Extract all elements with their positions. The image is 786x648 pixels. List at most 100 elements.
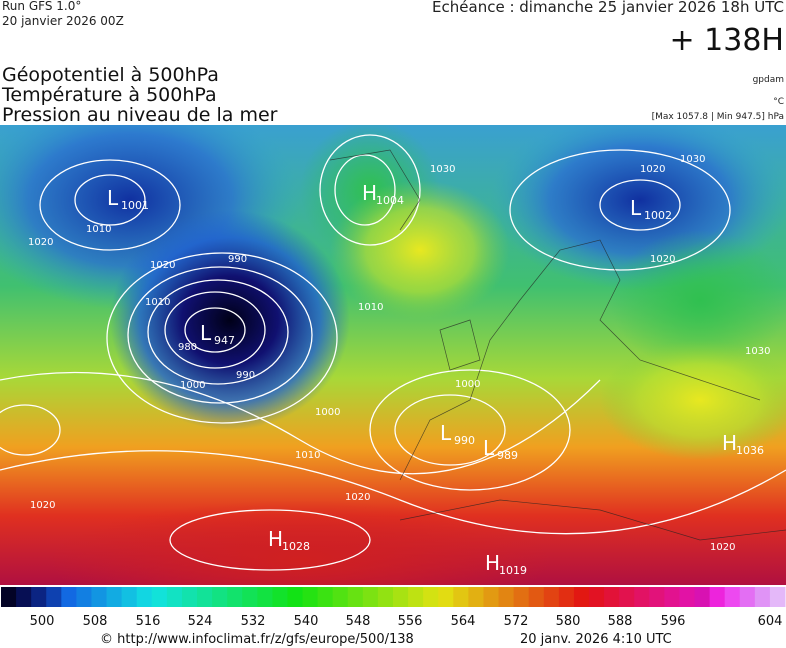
- colorbar-swatch: [61, 587, 77, 607]
- center-pressure: 1036: [736, 444, 764, 457]
- colorbar-swatch: [453, 587, 469, 607]
- colorbar-swatch: [468, 587, 484, 607]
- center-pressure: 990: [454, 434, 475, 447]
- colorbar-swatch: [604, 587, 620, 607]
- colorbar-swatch: [377, 587, 394, 607]
- colorbar-swatch: [91, 587, 108, 607]
- generated: 20 janv. 2026 4:10 UTC: [520, 632, 672, 647]
- isobar-label: 1010: [295, 450, 320, 461]
- colorbar-swatch: [724, 587, 741, 607]
- center-letter: H: [722, 431, 737, 455]
- colorbar-tick-label: 532: [241, 614, 266, 629]
- isobar-label: 1010: [145, 297, 170, 308]
- colorbar-swatch: [709, 587, 726, 607]
- lead-time: + 138H: [670, 23, 785, 58]
- colorbar-swatch: [166, 587, 183, 607]
- colorbar-swatch: [332, 587, 349, 607]
- colorbar-swatch: [393, 587, 409, 607]
- center-letter: L: [200, 321, 212, 345]
- colorbar-tick-label: 556: [398, 614, 423, 629]
- colorbar-swatch: [106, 587, 123, 607]
- colorbar-swatch: [347, 587, 364, 607]
- run: Run GFS 1.0°: [2, 0, 81, 13]
- colorbar-swatch: [212, 587, 228, 607]
- colorbar-swatch: [649, 587, 665, 607]
- isobar-label: 1000: [455, 379, 480, 390]
- center-pressure: 1002: [644, 209, 672, 222]
- colorbar-swatch: [151, 587, 168, 607]
- colorbar-tick-label: 508: [83, 614, 108, 629]
- center-pressure: 1001: [121, 199, 149, 212]
- colorbar-tick-label: 540: [294, 614, 319, 629]
- colorbar-swatch: [317, 587, 334, 607]
- isobar-label: 1020: [650, 254, 675, 265]
- colorbar-swatch: [498, 587, 515, 607]
- center-letter: L: [483, 436, 495, 460]
- center-pressure: 1028: [282, 540, 310, 553]
- colorbar-swatch: [302, 587, 319, 607]
- center-pressure: 1019: [499, 564, 527, 577]
- isobar-label: 1010: [86, 224, 111, 235]
- colorbar-swatch: [408, 587, 424, 607]
- isobar-label: 1020: [150, 260, 175, 271]
- colorbar-tick-label: 548: [346, 614, 371, 629]
- echeance: Echéance : dimanche 25 janvier 2026 18h …: [432, 0, 784, 16]
- isobar-label: 1020: [710, 542, 735, 553]
- colorbar-swatch: [423, 587, 439, 607]
- isobar-label: 1030: [680, 154, 705, 165]
- colorbar-tick-label: 572: [504, 614, 529, 629]
- colorbar: 500 508 516 524 532 540 548 556 564 572 580 588 596 6…: [1, 587, 786, 629]
- colorbar-swatch: [589, 587, 605, 607]
- colorbar-swatch: [769, 587, 786, 607]
- colorbar-swatch: [46, 587, 62, 607]
- colorbar-tick-label: 524: [188, 614, 213, 629]
- run-date: 20 janvier 2026 00Z: [2, 14, 124, 28]
- center-letter: H: [485, 551, 500, 575]
- colorbar-swatch: [739, 587, 756, 607]
- colorbar-swatch: [679, 587, 696, 607]
- colorbar-tick-label: 596: [661, 614, 686, 629]
- center-letter: H: [362, 181, 377, 205]
- unit: °C: [773, 97, 784, 107]
- colorbar-swatch: [694, 587, 711, 607]
- colorbar-swatch: [242, 587, 258, 607]
- isobar-label: 1030: [745, 346, 770, 357]
- colorbar-swatch: [573, 587, 590, 607]
- isobar-label: 1020: [640, 164, 665, 175]
- field: Géopotentiel à 500hPa: [2, 64, 219, 86]
- map: [0, 125, 786, 585]
- isobar-label: 1010: [358, 302, 383, 313]
- isobar-label: 1020: [345, 492, 370, 503]
- colorbar-swatch: [558, 587, 575, 607]
- colorbar-swatch: [31, 587, 47, 607]
- colorbar-swatch: [483, 587, 500, 607]
- field: Pression au niveau de la mer: [2, 104, 278, 126]
- colorbar-swatch: [664, 587, 680, 607]
- colorbar-tick-label: 604: [758, 614, 783, 629]
- colorbar-tick-label: 588: [608, 614, 633, 629]
- unit: gpdam: [753, 75, 784, 85]
- isobar-label: 1030: [430, 164, 455, 175]
- field: Température à 500hPa: [1, 84, 217, 106]
- isobar-label: 1000: [180, 380, 205, 391]
- source: © http://www.infoclimat.fr/z/gfs/europe/…: [100, 632, 414, 647]
- colorbar-swatch: [1, 587, 17, 607]
- center-letter: L: [440, 421, 452, 445]
- center-letter: L: [630, 196, 642, 220]
- colorbar-swatch: [543, 587, 560, 607]
- colorbar-tick-label: 564: [451, 614, 476, 629]
- colorbar-swatch: [287, 587, 304, 607]
- colorbar-swatch: [76, 587, 92, 607]
- colorbar-swatch: [197, 587, 213, 607]
- colorbar-swatch: [754, 587, 771, 607]
- center-pressure: 1004: [376, 194, 404, 207]
- colorbar-swatch: [257, 587, 273, 607]
- colorbar-swatch: [513, 587, 530, 607]
- colorbar-tick-label: 516: [136, 614, 161, 629]
- colorbar-swatch: [438, 587, 454, 607]
- colorbar-swatch: [634, 587, 650, 607]
- pressure-range: [Max 1057.8 | Min 947.5] hPa: [652, 112, 784, 122]
- isobar-label: 990: [236, 370, 255, 381]
